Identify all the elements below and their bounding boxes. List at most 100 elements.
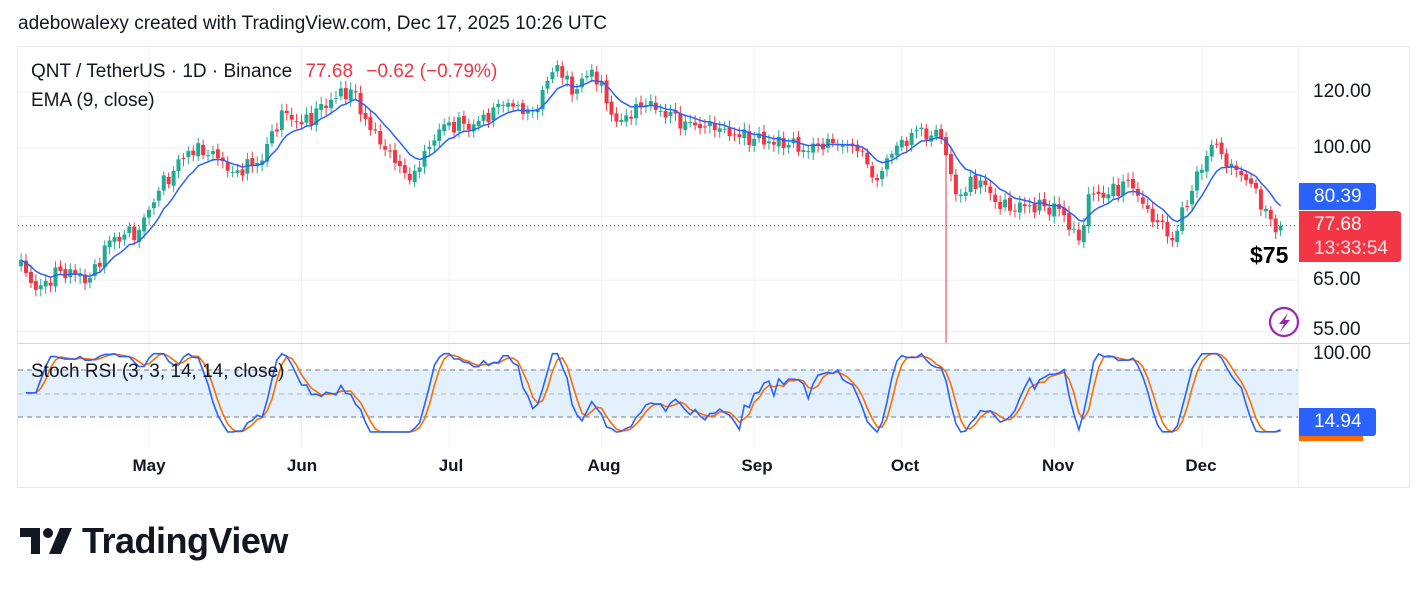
- candle-body: [1185, 205, 1190, 207]
- candle-body: [210, 151, 215, 155]
- candle: [663, 103, 668, 124]
- candle-body: [998, 202, 1003, 209]
- candle-body: [1194, 171, 1199, 191]
- stoch-tick: 100.00: [1313, 343, 1372, 364]
- candle: [402, 158, 407, 179]
- candle-body: [639, 102, 643, 108]
- candle: [161, 171, 166, 196]
- candle: [122, 230, 127, 246]
- candle: [594, 65, 599, 92]
- symbol-legend[interactable]: QNT / TetherUS · 1D · Binance 77.68 −0.6…: [31, 61, 497, 83]
- ema-legend[interactable]: EMA (9, close): [31, 90, 155, 111]
- candle-body: [235, 170, 240, 173]
- candle: [422, 144, 427, 174]
- candle: [289, 107, 294, 128]
- candle-body: [727, 127, 732, 137]
- candle: [319, 96, 324, 118]
- candle-body: [1126, 179, 1131, 181]
- candle-body: [83, 274, 88, 284]
- candle-body: [914, 130, 919, 132]
- candle-body: [33, 281, 38, 290]
- candle: [33, 274, 38, 297]
- candle: [1263, 205, 1268, 219]
- candle-body: [1229, 163, 1234, 168]
- candle-body: [294, 121, 299, 123]
- candle-body: [855, 144, 860, 152]
- candle-body: [1175, 230, 1180, 243]
- candle: [397, 154, 402, 173]
- candle: [825, 133, 830, 153]
- candle: [333, 90, 338, 104]
- candle-body: [757, 133, 762, 139]
- candle: [240, 163, 245, 182]
- candle-body: [456, 117, 461, 131]
- candle: [260, 153, 265, 172]
- candle-body: [520, 103, 525, 115]
- candle-body: [87, 277, 92, 283]
- candle: [1160, 214, 1165, 230]
- lightning-icon[interactable]: [1268, 306, 1300, 338]
- candle-body: [560, 66, 565, 78]
- candle-body: [540, 89, 545, 110]
- candle: [973, 169, 978, 194]
- candle: [722, 121, 727, 134]
- candle: [368, 110, 373, 136]
- candle-body: [781, 138, 786, 148]
- candle-body: [737, 134, 742, 138]
- candle: [1086, 187, 1091, 234]
- candle: [1121, 174, 1126, 203]
- candle-body: [589, 69, 594, 77]
- candle-body: [383, 146, 388, 150]
- candle-body: [629, 116, 634, 119]
- candle: [511, 99, 516, 112]
- candle-body: [107, 240, 112, 248]
- candle: [865, 148, 870, 169]
- candle: [840, 139, 845, 154]
- candle-body: [407, 173, 412, 181]
- candle-body: [776, 136, 781, 147]
- candle: [1234, 161, 1239, 178]
- candle-body: [939, 129, 944, 139]
- candle: [747, 124, 752, 152]
- candle: [776, 130, 781, 154]
- candle: [383, 139, 388, 157]
- candle-body: [1263, 208, 1268, 212]
- candle: [727, 120, 732, 141]
- candle: [1224, 148, 1229, 174]
- candle: [1249, 174, 1254, 188]
- candle: [1101, 185, 1106, 204]
- ema-value-tag: 80.39: [1299, 183, 1376, 210]
- candle: [899, 135, 904, 152]
- stoch-legend[interactable]: Stoch RSI (3, 3, 14, 14, close): [31, 361, 285, 382]
- candle-body: [1101, 192, 1106, 198]
- candle: [48, 276, 53, 293]
- candle: [1190, 185, 1195, 212]
- candle-body: [245, 159, 250, 174]
- candle: [540, 85, 545, 116]
- candle-body: [481, 114, 486, 121]
- candle-body: [511, 103, 516, 107]
- candle-body: [1022, 204, 1027, 206]
- candle: [265, 137, 270, 167]
- candle-body: [314, 108, 319, 126]
- candle-body: [166, 176, 171, 185]
- candle-body: [963, 192, 968, 196]
- candle: [343, 80, 348, 105]
- candle: [112, 232, 117, 250]
- candle: [279, 103, 284, 137]
- candle-body: [599, 81, 604, 86]
- candle: [944, 131, 949, 343]
- candle-body: [806, 151, 811, 153]
- candle-body: [550, 72, 555, 80]
- candle: [87, 272, 92, 289]
- candle-body: [899, 139, 904, 148]
- candle: [875, 173, 880, 188]
- tradingview-logo[interactable]: TradingView: [20, 520, 288, 562]
- candle: [953, 169, 958, 202]
- price-tick: 100.00: [1313, 137, 1372, 158]
- price-change: −0.62 (−0.79%): [366, 61, 498, 82]
- candle: [142, 213, 147, 239]
- candle-body: [393, 150, 397, 163]
- candle-body: [978, 180, 983, 188]
